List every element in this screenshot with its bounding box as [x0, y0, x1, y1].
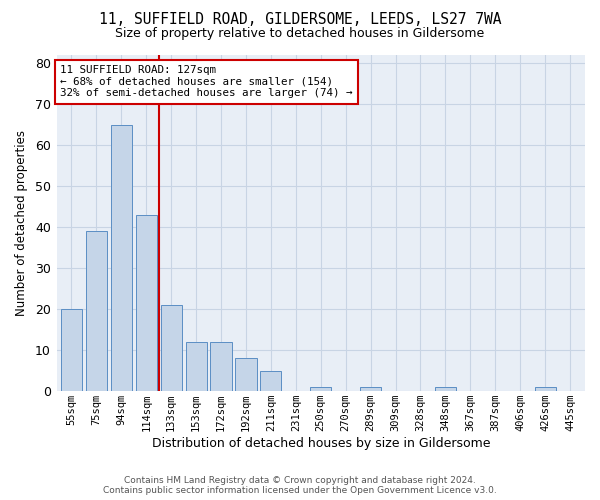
Bar — [185, 342, 206, 391]
Bar — [360, 387, 381, 391]
Bar — [435, 387, 456, 391]
Text: 11 SUFFIELD ROAD: 127sqm
← 68% of detached houses are smaller (154)
32% of semi-: 11 SUFFIELD ROAD: 127sqm ← 68% of detach… — [60, 65, 353, 98]
Bar — [111, 124, 132, 391]
Bar — [260, 370, 281, 391]
Bar — [211, 342, 232, 391]
Bar — [310, 387, 331, 391]
Bar — [535, 387, 556, 391]
X-axis label: Distribution of detached houses by size in Gildersome: Distribution of detached houses by size … — [151, 437, 490, 450]
Text: Contains HM Land Registry data © Crown copyright and database right 2024.
Contai: Contains HM Land Registry data © Crown c… — [103, 476, 497, 495]
Y-axis label: Number of detached properties: Number of detached properties — [15, 130, 28, 316]
Bar — [136, 215, 157, 391]
Bar — [61, 309, 82, 391]
Bar — [161, 305, 182, 391]
Text: 11, SUFFIELD ROAD, GILDERSOME, LEEDS, LS27 7WA: 11, SUFFIELD ROAD, GILDERSOME, LEEDS, LS… — [99, 12, 501, 28]
Bar — [86, 232, 107, 391]
Text: Size of property relative to detached houses in Gildersome: Size of property relative to detached ho… — [115, 28, 485, 40]
Bar — [235, 358, 257, 391]
